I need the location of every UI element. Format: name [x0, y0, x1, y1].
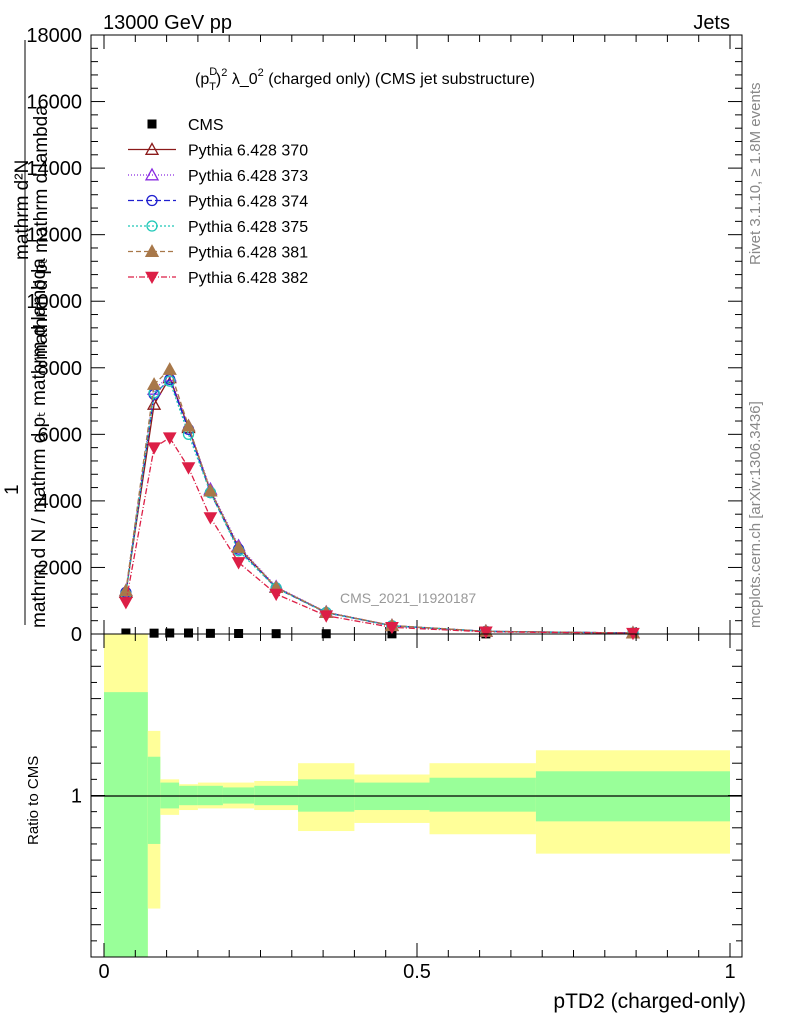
data-point	[231, 540, 246, 553]
legend-item-pythia-6-428-382: Pythia 6.428 382	[128, 270, 308, 287]
data-point	[164, 375, 176, 387]
data-point	[162, 362, 177, 375]
y-label-line-3: 1	[2, 484, 23, 495]
data-point	[121, 628, 131, 638]
y-tick-label: 8000	[38, 358, 83, 380]
legend-item-pythia-6-428-370: Pythia 6.428 370	[128, 142, 308, 160]
rivet-label: Rivet 3.1.10, ≥ 1.8M events	[747, 83, 764, 266]
data-point	[231, 557, 246, 570]
y-tick-label: 0	[71, 624, 82, 646]
ratio-band-green	[147, 756, 161, 844]
mcplots-label: mcplots.cern.ch [arXiv:1306.3436]	[747, 401, 764, 628]
legend-label: Pythia 6.428 382	[188, 270, 308, 287]
y-tick-label: 4000	[38, 491, 83, 513]
main-series-group	[118, 362, 641, 641]
ratio-y-axis: 1	[71, 649, 742, 942]
legend-label: Pythia 6.428 374	[188, 194, 308, 211]
legend-marker	[146, 220, 158, 232]
data-point	[269, 588, 283, 602]
y-tick-label: 10000	[26, 291, 82, 313]
legend-marker	[147, 119, 157, 129]
legend-marker	[146, 194, 158, 207]
main-y-label: mathrm d²N mathrm d pₜ mathrm d lambda 1…	[2, 40, 52, 628]
series-line	[125, 436, 633, 634]
y-tick-label: 18000	[26, 25, 82, 47]
series-cms	[121, 628, 638, 639]
ratio-x-axis: 0 0.5 1	[98, 634, 736, 983]
data-point	[203, 512, 218, 525]
y-label-line-2: mathrm d pₜ mathrm d lambda	[31, 105, 52, 360]
legend-label: Pythia 6.428 370	[188, 143, 308, 160]
data-point	[118, 583, 134, 597]
header-left: 13000 GeV pp	[103, 12, 232, 34]
legend-item-cms: CMS	[147, 117, 224, 134]
y-tick-label: 12000	[26, 225, 82, 247]
legend-marker	[145, 271, 159, 285]
data-point	[147, 442, 161, 455]
legend-item-pythia-6-428-374: Pythia 6.428 374	[128, 194, 308, 211]
x-axis-label: pTD2 (charged-only)	[553, 990, 746, 1013]
legend-label: CMS	[188, 117, 224, 134]
legend-label: Pythia 6.428 373	[188, 168, 308, 185]
legend-item-pythia-6-428-373: Pythia 6.428 373	[128, 167, 308, 185]
data-point	[181, 418, 196, 432]
data-point	[203, 483, 218, 497]
data-point	[146, 377, 162, 390]
ratio-y-label: Ratio to CMS	[25, 756, 42, 845]
data-point	[181, 462, 196, 475]
analysis-watermark: CMS_2021_I1920187	[340, 590, 476, 606]
legend-item-pythia-6-428-381: Pythia 6.428 381	[128, 244, 308, 262]
data-point	[319, 610, 334, 623]
data-point	[479, 626, 493, 639]
x-tick-label: 1	[724, 961, 735, 983]
data-point	[119, 597, 133, 610]
main-panel: 0 2000 4000 6000 8000 10000 12000 14000 16000 180…	[2, 25, 743, 646]
series-pythia-6-428-382	[119, 432, 640, 641]
legend-item-pythia-6-428-375: Pythia 6.428 375	[128, 219, 308, 236]
y-tick-label: 6000	[38, 424, 83, 446]
y-label-line-1: mathrm d²N	[12, 160, 33, 260]
x-tick-label: 0	[98, 961, 109, 983]
legend-marker	[144, 167, 160, 181]
y-label-line-4: mathrm d N / mathrm d pₜ mathrm d lambda	[29, 258, 50, 628]
data-point	[162, 432, 177, 445]
ratio-band-green	[104, 692, 148, 957]
data-point	[149, 628, 159, 638]
ratio-band-green	[429, 777, 536, 812]
main-y-axis: 0 2000 4000 6000 8000 10000 12000 14000 16000 180…	[26, 25, 742, 646]
legend-marker	[144, 244, 160, 257]
legend-label: Pythia 6.428 381	[188, 245, 308, 262]
data-point	[184, 628, 194, 638]
y-tick-label: 2000	[38, 557, 83, 579]
header-right: Jets	[693, 12, 730, 34]
x-tick-label: 0.5	[403, 961, 431, 983]
legend-marker	[144, 142, 160, 155]
y-tick-label: 16000	[26, 92, 82, 114]
ratio-panel: 1 0 0.5 1 Ratio to CMS pTD2 (charged-only)	[25, 633, 746, 1013]
legend-label: Pythia 6.428 375	[188, 219, 308, 236]
chart-title: (pD T)2 λ_02 (charged only) (CMS jet subs…	[195, 66, 535, 93]
data-point	[205, 628, 215, 638]
ratio-tick-label: 1	[71, 786, 82, 808]
series-line	[125, 380, 633, 634]
data-point	[385, 622, 399, 635]
legend: CMS Pythia 6.428 370 Pythia 6.428 373 Pythi…	[128, 117, 308, 287]
data-point	[165, 628, 175, 638]
y-tick-label: 14000	[26, 158, 82, 180]
